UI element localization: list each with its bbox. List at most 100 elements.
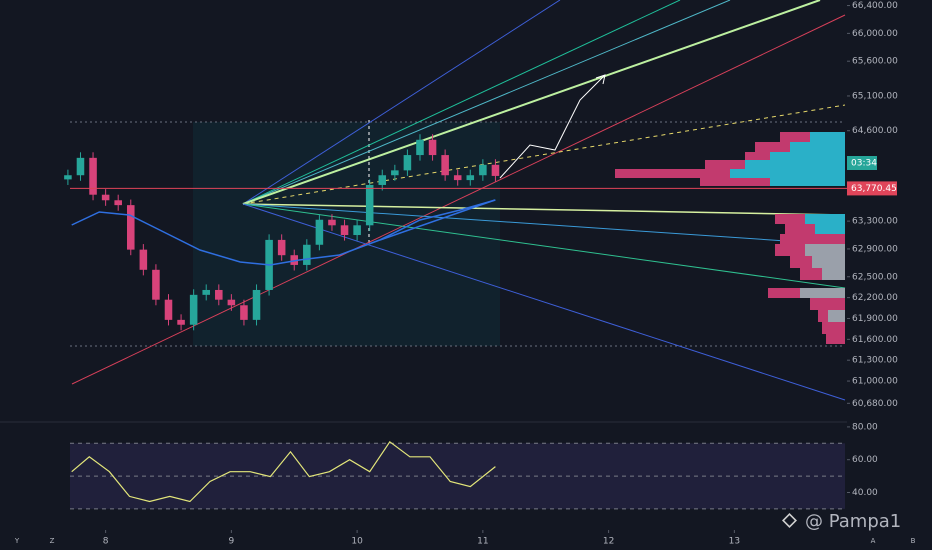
x-tick-label: 11 — [477, 537, 488, 547]
rsi-tick-label: 80.00 — [852, 422, 878, 432]
countdown-box — [847, 156, 877, 170]
candle-body — [365, 184, 374, 226]
fan-line — [242, 203, 846, 216]
y-tick-label: 65,600.00 — [852, 57, 898, 67]
y-tick-label: 62,900.00 — [852, 244, 898, 254]
profile-bar — [770, 178, 845, 186]
fan-line — [242, 0, 681, 205]
candle-body — [89, 157, 97, 195]
candle-body — [328, 219, 336, 226]
fan-line — [242, 0, 561, 205]
candle-body — [353, 225, 361, 236]
profile-bar — [770, 152, 845, 162]
fan-line — [242, 203, 846, 246]
profile-bar — [780, 234, 845, 244]
candle-body — [76, 157, 85, 176]
y-tick-label: 61,600.00 — [852, 335, 898, 345]
current-price-box — [847, 181, 897, 196]
candle-body — [114, 200, 122, 206]
corner-label: B — [911, 537, 916, 545]
y-tick-label: 60,680.00 — [852, 399, 898, 409]
candle-body — [340, 225, 349, 236]
candle-body — [391, 170, 399, 176]
candle-body — [303, 244, 311, 265]
y-tick-label: 61,900.00 — [852, 314, 898, 324]
volume-profile — [615, 132, 845, 344]
x-tick-label: 9 — [229, 537, 235, 547]
profile-bar — [810, 132, 845, 142]
rsi-tick-label: 60.00 — [852, 455, 878, 465]
corner-label: A — [871, 537, 876, 545]
fan-line — [242, 0, 821, 205]
candle-body — [378, 175, 387, 185]
trend-line — [71, 14, 846, 385]
profile-bar — [745, 160, 845, 169]
countdown-label: 03:34 — [851, 159, 877, 169]
y-tick-label: 66,000.00 — [852, 29, 898, 39]
current-price-label: 63,770.45 — [851, 184, 897, 194]
y-tick-label: 64,600.00 — [852, 126, 898, 136]
profile-bar — [815, 224, 845, 234]
rsi-tick-label: 40.00 — [852, 488, 878, 498]
corner-label: Z — [50, 537, 55, 545]
candle-body — [315, 219, 324, 245]
profile-bar — [828, 310, 845, 322]
profile-bar — [826, 334, 845, 344]
candle-body — [177, 319, 185, 325]
fan-line — [242, 104, 846, 205]
y-tick-label: 63,300.00 — [852, 217, 898, 227]
moving-average — [71, 199, 496, 266]
y-tick-label: 62,200.00 — [852, 293, 898, 303]
candle-body — [101, 194, 110, 201]
candle-body — [466, 175, 475, 181]
y-tick-label: 61,000.00 — [852, 377, 898, 387]
channel-line — [379, 199, 496, 241]
candle-body — [479, 164, 487, 176]
candle-body — [491, 164, 500, 176]
x-tick-label: 12 — [603, 537, 614, 547]
x-tick-label: 8 — [103, 537, 109, 547]
candle-body — [453, 175, 462, 181]
profile-bar — [822, 268, 845, 280]
candle-body — [441, 155, 449, 176]
y-tick-label: 62,500.00 — [852, 272, 898, 282]
profile-bar — [822, 322, 845, 334]
profile-bar — [810, 298, 845, 310]
profile-bar — [730, 169, 845, 178]
candle-body — [428, 139, 437, 156]
candle-body — [290, 255, 299, 265]
watermark: @ Pampa1 — [805, 511, 901, 532]
x-tick-label: 13 — [729, 537, 740, 547]
candle-body — [277, 239, 286, 256]
candle-body — [252, 289, 261, 320]
candle-body — [403, 155, 412, 171]
fan-lines — [71, 0, 846, 401]
profile-bar — [805, 244, 845, 256]
logo-shape — [782, 513, 797, 528]
corner-label: Y — [14, 537, 20, 545]
fan-line — [242, 203, 846, 401]
arrow-head — [595, 74, 606, 85]
candle-body — [227, 299, 236, 306]
profile-bar — [790, 142, 845, 152]
profile-bar — [812, 256, 845, 268]
candle-body — [240, 305, 248, 320]
candle-body — [416, 139, 424, 156]
profile-bar — [805, 214, 845, 224]
candle-body — [152, 269, 160, 300]
candle-body — [215, 289, 223, 300]
watermark-logo — [782, 513, 797, 528]
candle-body — [189, 294, 198, 325]
candle-body — [139, 249, 148, 270]
x-tick-label: 10 — [351, 537, 363, 547]
candle-body — [127, 205, 135, 250]
projection-arrow — [499, 74, 606, 179]
y-tick-label: 66,400.00 — [852, 1, 898, 11]
candle-body — [202, 289, 210, 295]
y-tick-label: 61,300.00 — [852, 356, 898, 366]
price-axis — [847, 0, 932, 550]
profile-bar — [800, 288, 845, 298]
candle-body — [64, 175, 72, 180]
fan-line — [242, 203, 846, 289]
